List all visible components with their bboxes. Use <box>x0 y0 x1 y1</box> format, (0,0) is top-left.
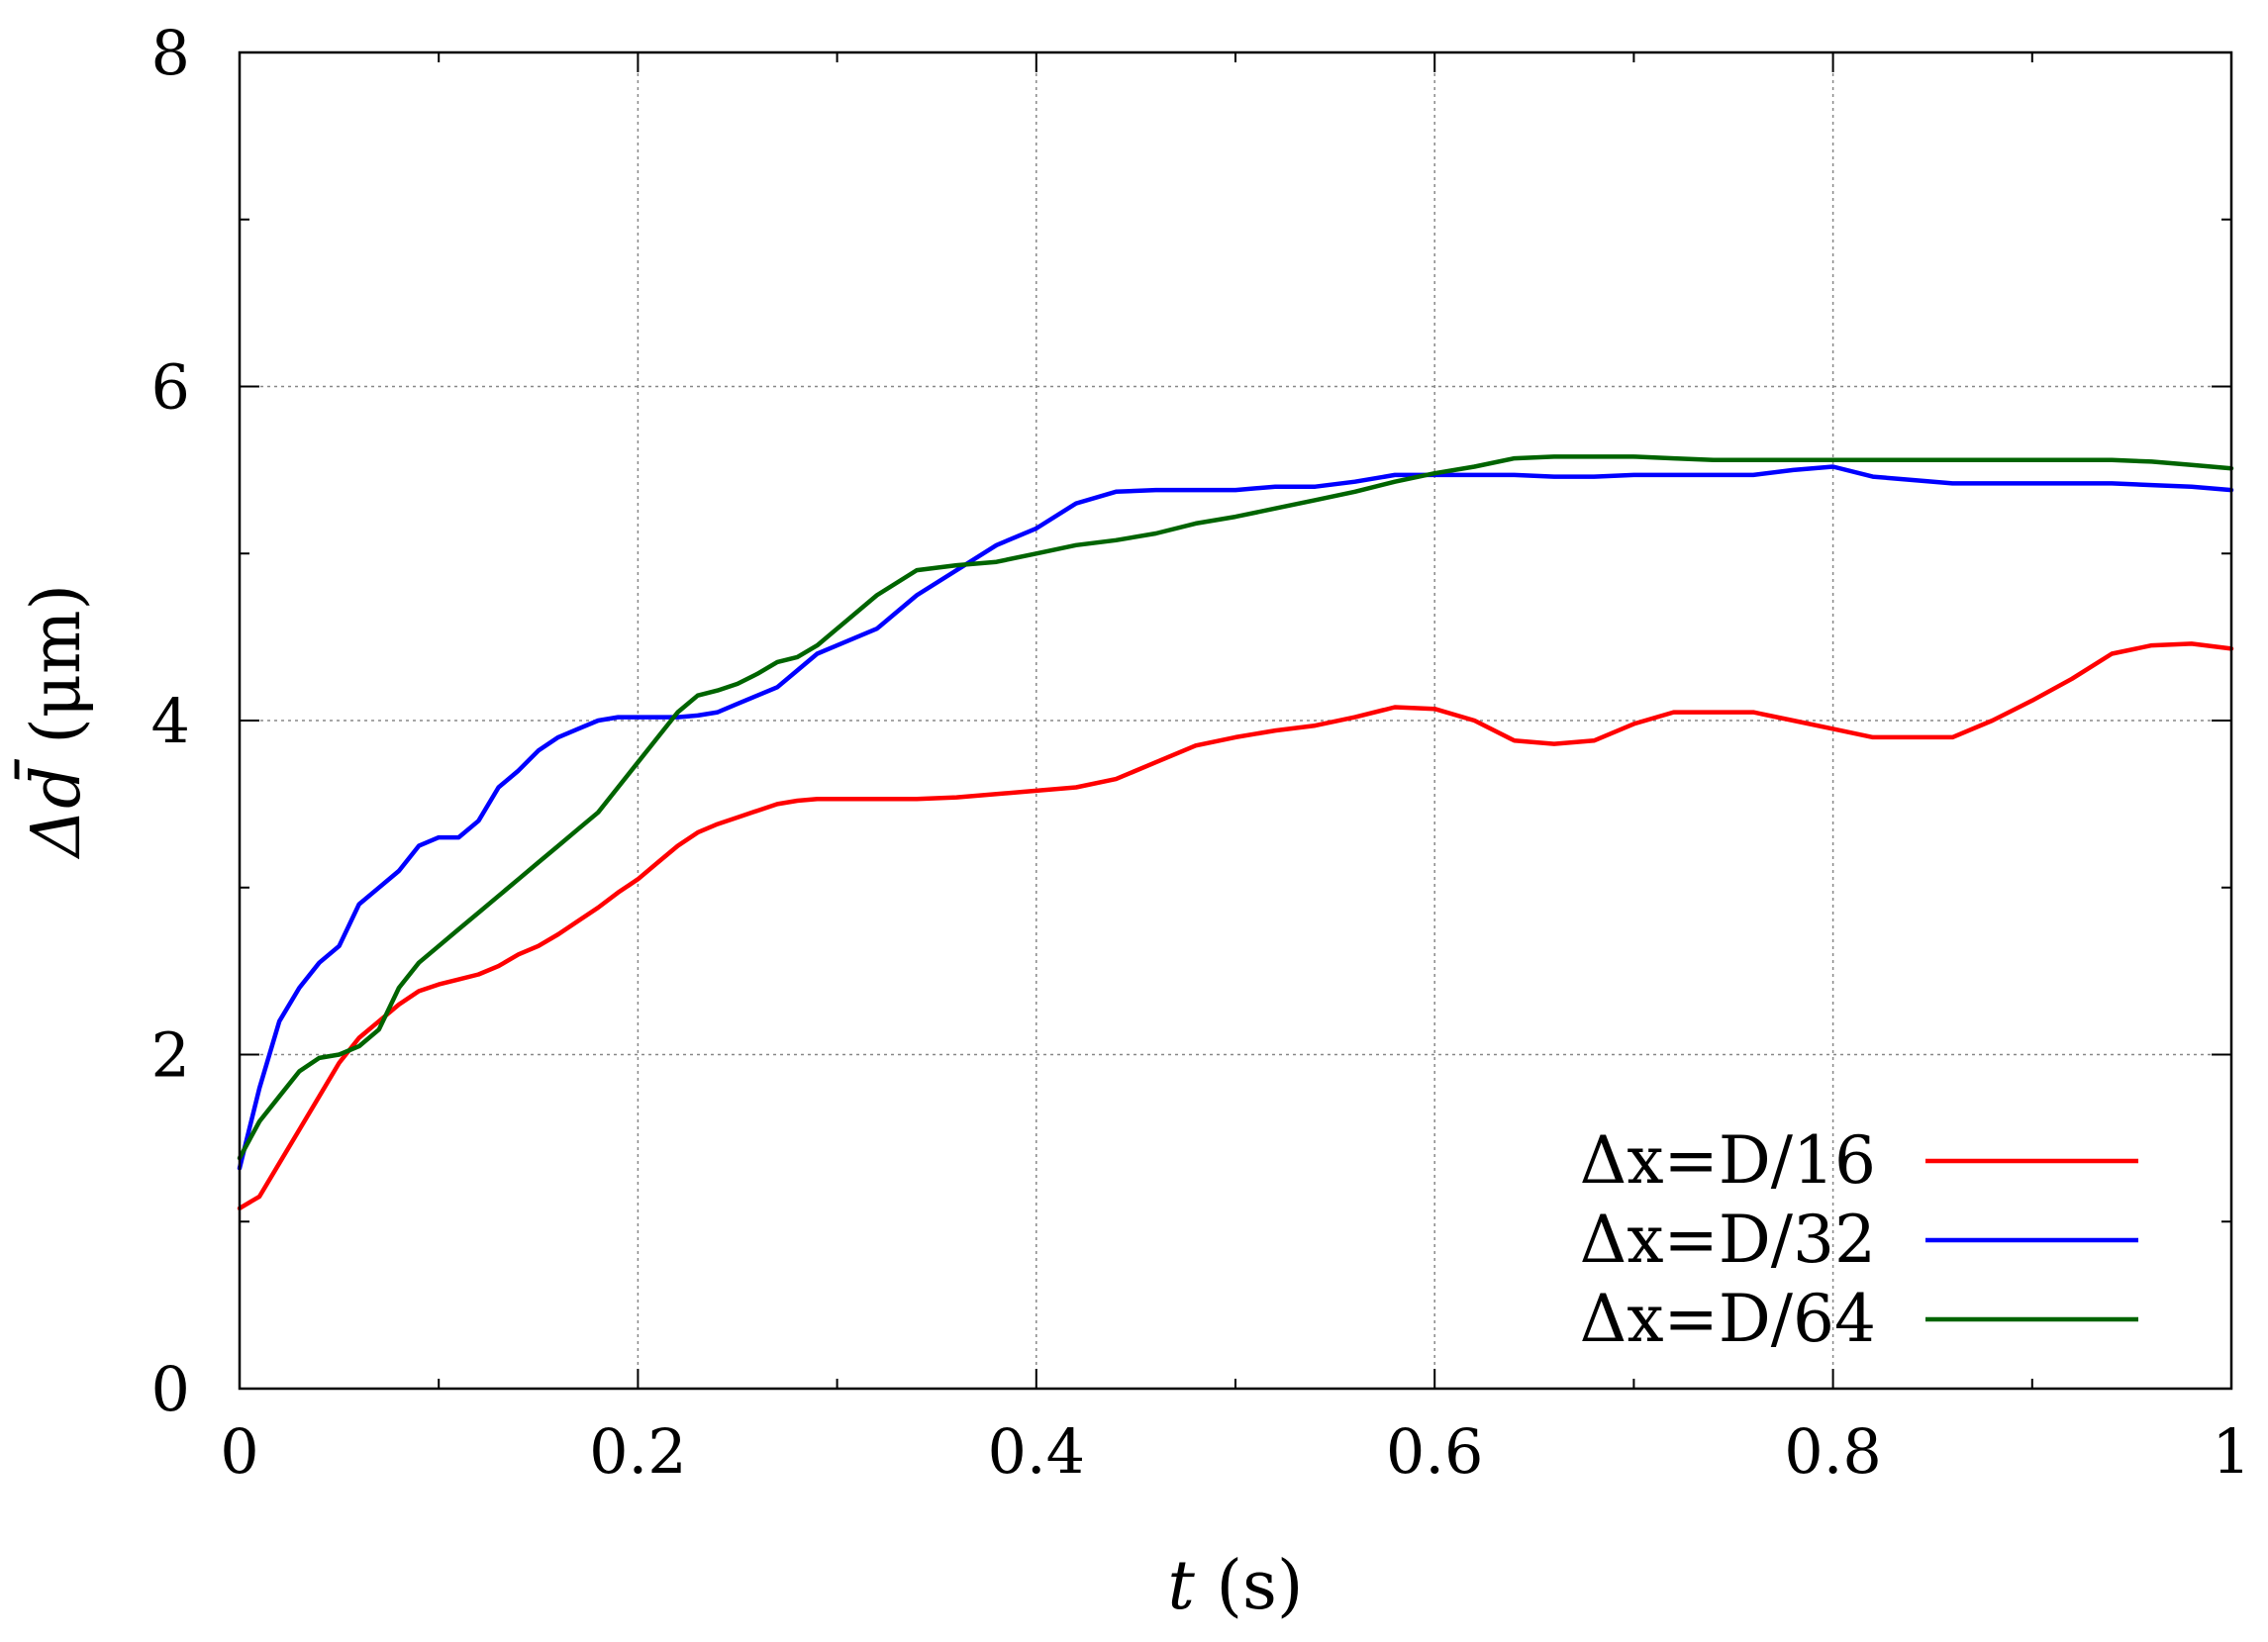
y-tick-label: 8 <box>151 17 190 89</box>
y-axis-unit: (μm) <box>18 584 96 765</box>
tick-labels: 0 0.2 0.4 0.6 0.8 1 0 2 4 6 8 <box>151 17 2251 1488</box>
x-axis-unit: (s) <box>1195 1547 1304 1625</box>
x-tick-label: 0.2 <box>589 1415 687 1488</box>
plot-lines <box>237 454 2234 1211</box>
legend-label-1: Δx=D/16 <box>1580 1122 1876 1199</box>
x-tick-label: 0.6 <box>1386 1415 1484 1488</box>
legend-label-3: Δx=D/64 <box>1580 1281 1876 1357</box>
x-tick-label: 1 <box>2212 1415 2250 1488</box>
y-tick-label: 0 <box>151 1353 190 1425</box>
y-axis-variable: Δd̄ <box>15 758 96 860</box>
grid <box>240 52 2231 1389</box>
plot-frame <box>238 50 2233 1391</box>
y-tick-label: 2 <box>151 1019 190 1092</box>
series-line-3 <box>237 454 2234 1161</box>
x-axis-label: t (s) <box>1168 1547 1304 1625</box>
series-line-1 <box>237 641 2234 1211</box>
x-tick-label: 0 <box>220 1415 258 1488</box>
y-tick-label: 4 <box>151 685 190 757</box>
series-line-2 <box>237 464 2234 1171</box>
y-axis-label: Δd̄ (μm) <box>15 584 96 860</box>
legend-label-2: Δx=D/32 <box>1580 1202 1876 1278</box>
x-tick-label: 0.4 <box>987 1415 1085 1488</box>
x-axis-variable: t <box>1168 1547 1196 1625</box>
x-tick-label: 0.8 <box>1784 1415 1882 1488</box>
y-tick-label: 6 <box>151 351 190 424</box>
